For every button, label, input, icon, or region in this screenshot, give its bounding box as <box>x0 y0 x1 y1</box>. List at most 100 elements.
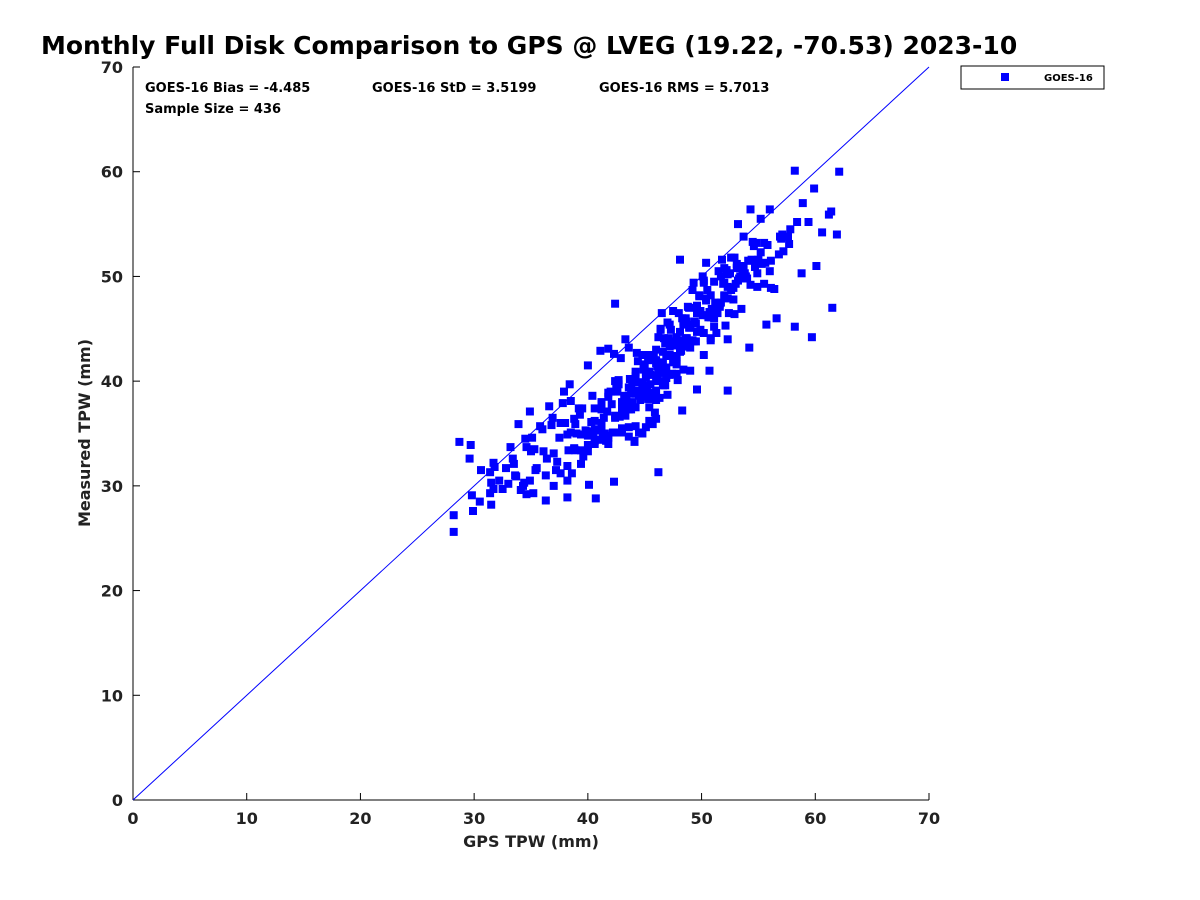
data-point <box>489 485 498 493</box>
data-point <box>542 454 551 463</box>
data-point <box>746 280 755 289</box>
data-point <box>724 309 733 318</box>
data-point <box>597 405 606 414</box>
data-point <box>597 425 606 434</box>
data-point <box>521 434 530 443</box>
data-point <box>597 419 606 427</box>
data-point <box>666 325 675 334</box>
bias-stat: GOES-16 Bias = -4.485 <box>145 81 310 96</box>
data-point <box>624 405 633 414</box>
data-point <box>531 466 540 475</box>
y-tick-label: 10 <box>101 686 123 705</box>
data-point <box>563 476 572 485</box>
data-point <box>714 267 723 276</box>
data-point <box>689 337 698 346</box>
data-point <box>455 437 464 446</box>
data-point <box>571 420 580 429</box>
data-point <box>753 282 762 291</box>
data-point <box>812 262 821 270</box>
data-point <box>729 295 738 304</box>
data-point <box>706 336 715 345</box>
data-point <box>708 307 717 315</box>
legend-label-goes16: GOES-16 <box>1044 73 1093 84</box>
y-tick-label: 0 <box>112 791 123 810</box>
data-point <box>640 384 649 393</box>
data-point <box>652 377 661 386</box>
data-point <box>645 388 654 397</box>
x-tick-label: 30 <box>463 809 485 828</box>
data-point <box>641 373 650 381</box>
data-point <box>590 436 599 445</box>
rms-stat: GOES-16 RMS = 5.7013 <box>599 81 769 96</box>
data-point <box>658 381 667 390</box>
data-point <box>495 476 504 485</box>
y-tick-label: 30 <box>101 477 123 496</box>
data-point <box>818 228 827 237</box>
data-point <box>745 343 754 352</box>
data-point <box>583 431 592 440</box>
data-point <box>545 402 554 411</box>
data-point <box>652 345 661 354</box>
data-point <box>686 366 695 375</box>
data-point <box>638 429 647 438</box>
data-point <box>615 412 624 421</box>
data-point <box>514 420 523 429</box>
data-point <box>577 446 585 455</box>
data-point <box>522 443 531 452</box>
data-point <box>620 391 629 400</box>
data-point <box>713 309 722 318</box>
data-point <box>530 445 539 454</box>
data-point <box>652 386 661 395</box>
data-point <box>756 248 765 257</box>
data-point <box>477 466 485 475</box>
data-point <box>710 322 719 331</box>
data-point <box>669 307 678 315</box>
data-point <box>641 423 650 432</box>
data-point <box>685 303 694 312</box>
data-point <box>739 232 748 241</box>
data-point <box>699 329 708 337</box>
data-point <box>740 269 749 278</box>
data-point <box>575 410 584 419</box>
y-tick-label: 20 <box>101 582 123 601</box>
data-point <box>631 403 640 412</box>
data-point <box>705 366 714 375</box>
data-point <box>661 339 670 348</box>
x-tick-label: 10 <box>236 809 258 828</box>
data-point <box>547 421 556 430</box>
data-point <box>654 333 663 342</box>
data-point <box>810 184 819 193</box>
data-point <box>555 433 564 442</box>
data-point <box>835 167 844 176</box>
data-point <box>564 446 573 455</box>
data-point <box>754 255 763 264</box>
x-tick-label: 60 <box>804 809 826 828</box>
data-point <box>539 447 548 456</box>
data-point <box>693 309 701 318</box>
data-point <box>746 205 755 214</box>
data-point <box>734 220 742 229</box>
data-point <box>583 361 592 370</box>
data-point <box>772 314 781 323</box>
data-point <box>646 370 655 379</box>
std-stat: GOES-16 StD = 3.5199 <box>372 81 536 96</box>
data-point <box>449 527 458 536</box>
data-point <box>658 377 667 386</box>
data-point <box>486 468 495 477</box>
data-point <box>766 256 775 265</box>
data-point <box>590 416 599 425</box>
data-point <box>730 310 739 319</box>
data-point <box>512 472 521 481</box>
one-to-one-line <box>132 66 930 801</box>
data-point <box>563 430 572 439</box>
data-point <box>486 489 495 498</box>
data-point <box>556 419 565 427</box>
data-point <box>777 234 786 243</box>
data-point <box>655 363 664 372</box>
data-point <box>611 377 620 386</box>
data-point <box>475 497 484 506</box>
data-point <box>616 354 625 363</box>
data-point <box>679 340 688 349</box>
data-point <box>744 256 753 265</box>
